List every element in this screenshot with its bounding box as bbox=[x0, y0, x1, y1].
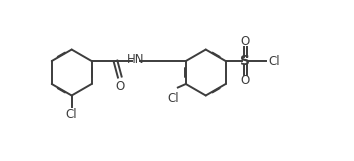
Text: Cl: Cl bbox=[268, 55, 280, 67]
Text: Cl: Cl bbox=[66, 108, 78, 121]
Text: O: O bbox=[241, 74, 250, 87]
Text: O: O bbox=[241, 35, 250, 48]
Text: Cl: Cl bbox=[167, 92, 179, 105]
Text: HN: HN bbox=[127, 53, 144, 66]
Text: S: S bbox=[240, 54, 250, 68]
Text: O: O bbox=[115, 80, 124, 93]
